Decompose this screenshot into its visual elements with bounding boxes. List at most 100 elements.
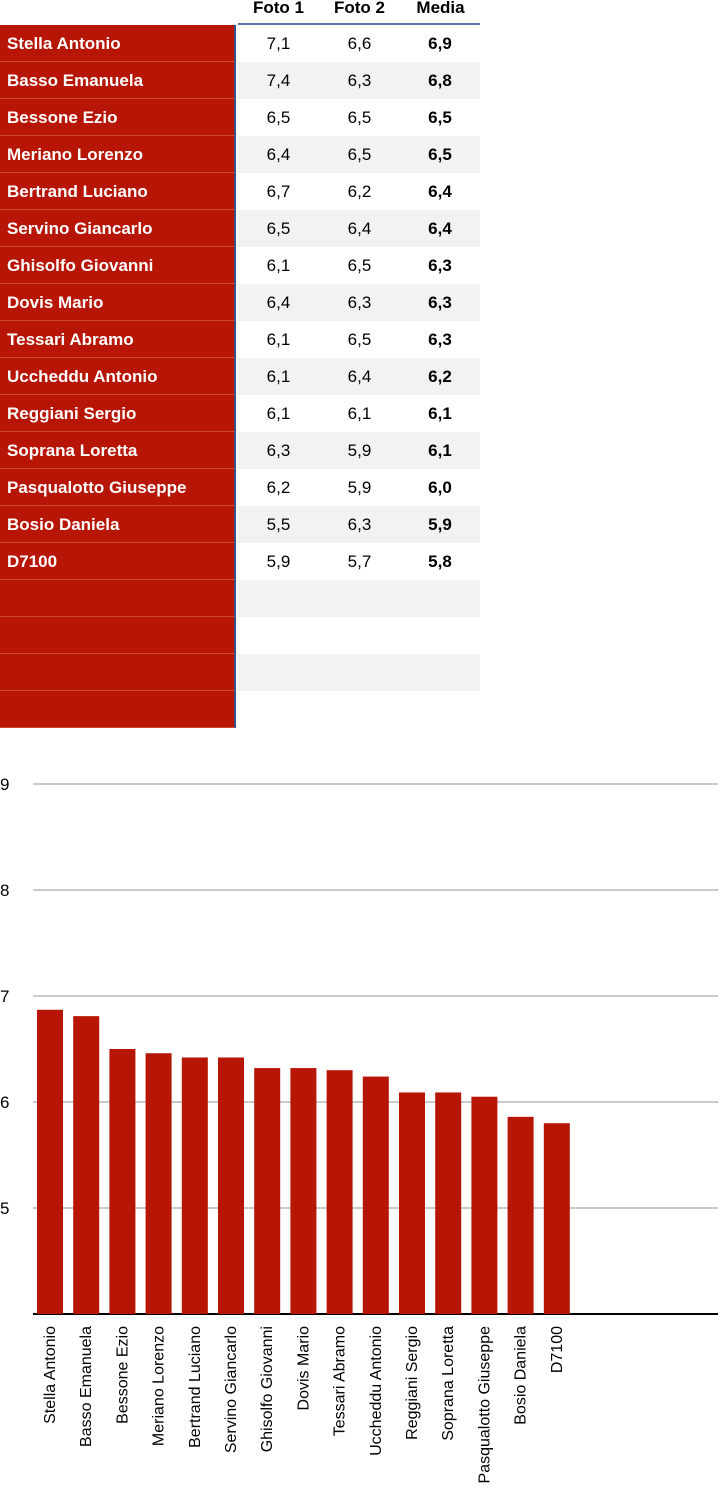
foto2-score: 6,3: [319, 284, 400, 321]
media-score: 5,8: [428, 552, 452, 571]
table-row: [0, 617, 480, 654]
y-tick-label: 8: [0, 881, 9, 900]
table-row: Soprana Loretta 6,3 5,9 6,1: [0, 432, 480, 469]
category-label: Bosio Daniela: [513, 1326, 530, 1425]
media-score: [400, 691, 480, 728]
bars: [37, 1009, 570, 1314]
table-row: [0, 691, 480, 728]
grid-lines: 9 8 7 6 5: [0, 775, 718, 1315]
category-label: Uccheddu Antonio: [368, 1326, 385, 1456]
table-body: Stella Antonio 7,1 6,6 6,9 Basso Emanuela 7,4…: [0, 25, 480, 728]
header-foto-2: Foto 2: [334, 0, 385, 17]
table-row: Pasqualotto Giuseppe 6,2 5,9 6,0: [0, 469, 480, 506]
table-row: Tessari Abramo 6,1 6,5 6,3: [0, 321, 480, 358]
category-label: Soprana Loretta: [440, 1326, 457, 1441]
foto2-score: 6,3: [319, 506, 400, 543]
bar: [435, 1092, 462, 1314]
foto1-score: 5,5: [238, 506, 319, 543]
foto2-score: 6,2: [347, 182, 372, 201]
foto2-score: 6,5: [347, 256, 372, 275]
bar-chart: 9 8 7 6 5 Stella Antonio Basso Emanuela Besson…: [0, 775, 718, 1484]
bar: [109, 1049, 136, 1314]
media-score: [400, 654, 480, 691]
header-media: Media: [416, 0, 465, 17]
foto2-score: [319, 617, 400, 654]
media-score: 5,9: [400, 506, 480, 543]
media-score: 6,0: [428, 478, 452, 497]
bar: [399, 1092, 425, 1314]
media-score: 6,3: [428, 256, 452, 275]
table-row: Meriano Lorenzo 6,4 6,5 6,5: [0, 136, 480, 173]
photographer-name: Meriano Lorenzo: [0, 136, 236, 173]
photographer-name: D7100: [0, 543, 236, 580]
photographer-name: Bessone Ezio: [0, 99, 236, 136]
y-tick-label: 6: [0, 1093, 9, 1112]
photographer-name: [0, 654, 236, 691]
foto2-score: 5,9: [319, 432, 400, 469]
table-row: Dovis Mario 6,4 6,3 6,3: [0, 284, 480, 321]
table-row: Basso Emanuela 7,4 6,3 6,8: [0, 62, 480, 99]
table-row: Uccheddu Antonio 6,1 6,4 6,2: [0, 358, 480, 395]
category-label: Bertrand Luciano: [187, 1326, 204, 1448]
category-label: Bessone Ezio: [114, 1326, 131, 1424]
photographer-name: [0, 691, 236, 728]
foto1-score: 6,1: [238, 358, 319, 395]
media-score: [400, 580, 480, 617]
bar: [326, 1070, 353, 1314]
photographer-name: [0, 617, 236, 654]
photographer-name: Basso Emanuela: [0, 62, 236, 99]
bar: [471, 1096, 498, 1314]
category-label: Stella Antonio: [42, 1326, 59, 1424]
foto1-score: 5,9: [266, 552, 291, 571]
photographer-name: Reggiani Sergio: [0, 395, 236, 432]
media-score: 6,9: [428, 34, 452, 53]
foto2-score: [319, 691, 400, 728]
category-label: Tessari Abramo: [332, 1326, 349, 1436]
foto1-score: 6,3: [238, 432, 319, 469]
foto2-score: 6,6: [347, 34, 372, 53]
category-label: Pasqualotto Giuseppe: [476, 1326, 493, 1484]
foto2-score: 6,4: [319, 210, 400, 247]
foto2-score: 5,9: [347, 478, 372, 497]
foto1-score: [238, 691, 319, 728]
y-tick-label: 9: [0, 775, 9, 794]
bar: [254, 1068, 281, 1314]
bar: [290, 1068, 317, 1314]
photographer-name: Dovis Mario: [0, 284, 236, 321]
media-score: 6,4: [400, 210, 480, 247]
bar: [543, 1123, 570, 1314]
header-foto-1: Foto 1: [253, 0, 304, 17]
bar: [145, 1053, 172, 1314]
table-row: Bosio Daniela 5,5 6,3 5,9: [0, 506, 480, 543]
photographer-name: Ghisolfo Giovanni: [0, 247, 236, 284]
foto1-score: 6,1: [266, 330, 291, 349]
foto1-score: 6,1: [266, 404, 291, 423]
foto1-score: [238, 580, 319, 617]
media-score: 6,5: [400, 136, 480, 173]
foto2-score: [319, 654, 400, 691]
category-label: Meriano Lorenzo: [151, 1326, 168, 1446]
photographer-name: Soprana Loretta: [0, 432, 236, 469]
media-score: 6,8: [400, 62, 480, 99]
bar: [362, 1076, 389, 1314]
foto1-score: 7,4: [238, 62, 319, 99]
media-score: 6,1: [400, 432, 480, 469]
category-labels: Stella Antonio Basso Emanuela Bessone Ezio…: [42, 1326, 566, 1484]
foto2-score: 6,4: [319, 358, 400, 395]
media-score: 6,4: [428, 182, 452, 201]
table-row: Reggiani Sergio 6,1 6,1 6,1: [0, 395, 480, 432]
foto2-score: 6,5: [347, 108, 372, 127]
category-label: Reggiani Sergio: [404, 1326, 421, 1440]
foto1-score: 6,4: [238, 136, 319, 173]
bar: [73, 1016, 100, 1314]
table-row: Ghisolfo Giovanni 6,1 6,5 6,3: [0, 247, 480, 284]
photographer-name: Tessari Abramo: [0, 321, 236, 358]
media-score: 6,3: [428, 330, 452, 349]
media-score: 6,3: [400, 284, 480, 321]
photographer-name: Bertrand Luciano: [0, 173, 236, 210]
photographer-name: Uccheddu Antonio: [0, 358, 236, 395]
table-row: [0, 580, 480, 617]
category-label: D7100: [549, 1326, 566, 1373]
bar: [507, 1116, 534, 1314]
foto1-score: [238, 654, 319, 691]
